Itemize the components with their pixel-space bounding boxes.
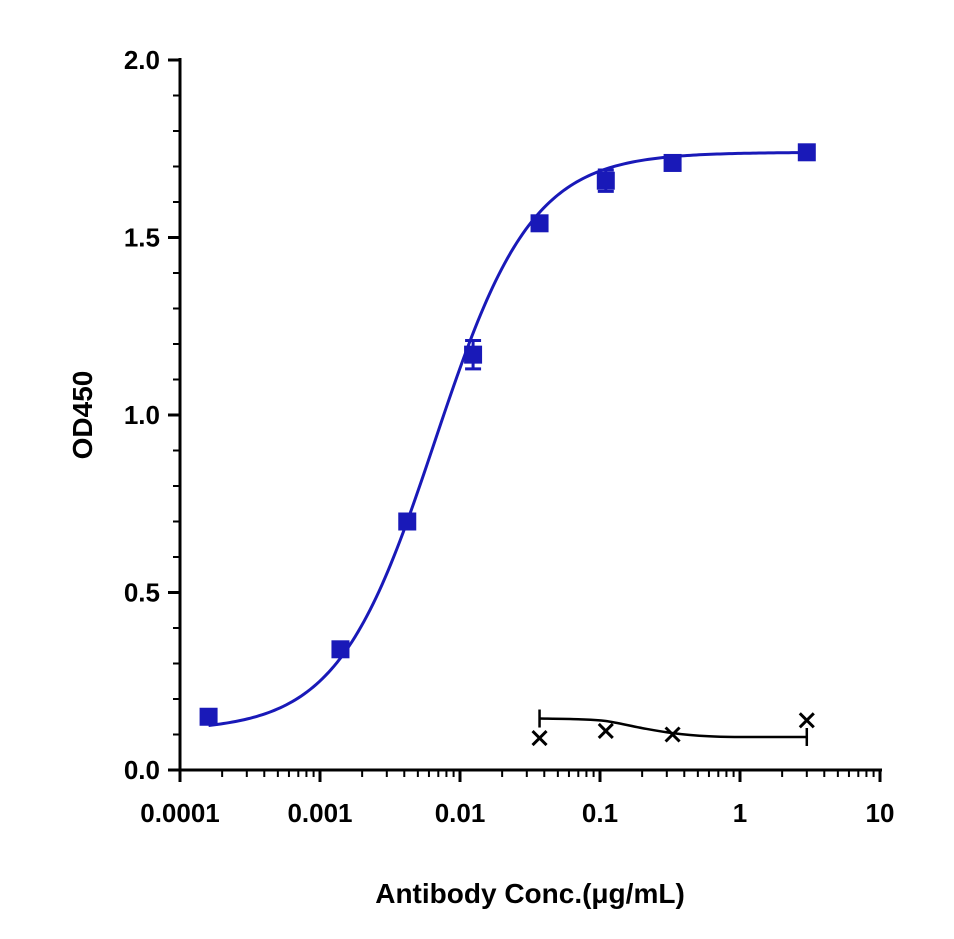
series-layer (199, 143, 816, 747)
data-point-x (531, 729, 548, 747)
x-marker-stroke (798, 712, 815, 729)
x-tick-label: 0.0001 (140, 798, 220, 828)
y-tick-label: 1.0 (124, 400, 160, 430)
y-tick-label: 0.0 (124, 755, 160, 785)
y-tick-label: 0.5 (124, 578, 160, 608)
x-marker-stroke (531, 729, 548, 747)
x-tick-label: 0.001 (287, 798, 352, 828)
data-point-square (331, 640, 350, 659)
data-point-square (596, 171, 615, 190)
axes: 0.0 0.5 1.0 1.5 2.0 0.0001 0.001 0.01 0.1 1 10 (124, 45, 895, 828)
data-point-square (530, 214, 549, 233)
fit-curve-series-2 (539, 717, 807, 739)
data-point-square (199, 707, 218, 726)
x-axis-title: Antibody Conc.(μg/mL) (375, 878, 685, 909)
x-tick-label: 1 (733, 798, 747, 828)
y-tick-label: 2.0 (124, 45, 160, 75)
x-tick-label: 0.1 (582, 798, 618, 828)
data-point-square (663, 153, 682, 172)
y-axis-title: OD450 (67, 371, 98, 460)
fit-curve-series-1 (208, 151, 807, 727)
data-point-x (597, 722, 614, 740)
data-point-square (797, 143, 816, 162)
x-marker-stroke (664, 726, 681, 743)
data-point-square (464, 345, 483, 364)
data-point-x (798, 712, 815, 729)
data-point-square (398, 512, 417, 531)
data-point-x (664, 726, 681, 743)
x-tick-label: 0.01 (435, 798, 486, 828)
y-tick-label: 1.5 (124, 223, 160, 253)
x-marker-stroke (597, 722, 614, 740)
x-tick-label: 10 (866, 798, 895, 828)
